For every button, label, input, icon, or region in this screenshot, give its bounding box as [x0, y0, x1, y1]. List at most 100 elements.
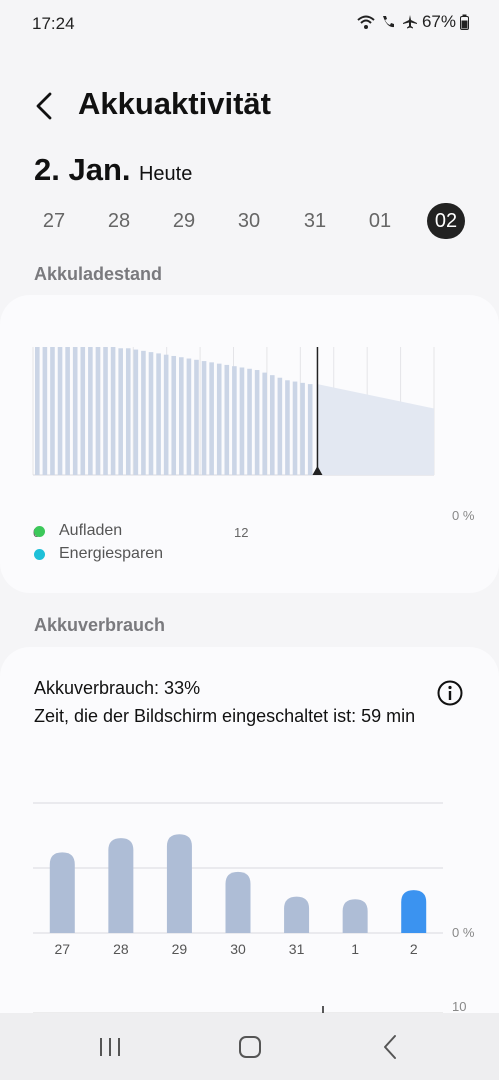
- legend-charging: Aufladen: [34, 522, 122, 540]
- level-bar: [141, 350, 146, 475]
- usage-x-label: 2: [410, 941, 418, 957]
- level-bar: [103, 347, 108, 475]
- level-bar: [216, 363, 222, 475]
- legend-dot: [34, 525, 45, 537]
- level-bar: [88, 347, 93, 475]
- legend-dot: [34, 548, 45, 560]
- battery-usage-card: [0, 647, 499, 1047]
- level-bar: [50, 347, 55, 475]
- level-bar: [179, 357, 184, 475]
- usage-x-label: 30: [230, 941, 246, 957]
- usage-x-label: 28: [113, 941, 129, 957]
- battery-percent: 67%: [421, 12, 456, 31]
- level-bar: [171, 355, 177, 475]
- day-item[interactable]: 28: [107, 210, 131, 232]
- page-title: Akkuaktivität: [78, 86, 271, 121]
- level-bar: [57, 347, 63, 475]
- level-bar: [156, 353, 161, 475]
- level-bar: [133, 349, 139, 475]
- usage-y-label: 0 %: [452, 925, 475, 940]
- status-time: 17:24: [32, 14, 75, 33]
- usage-percentage: Akkuverbrauch: 33%: [34, 678, 201, 698]
- day-item[interactable]: 29: [172, 210, 196, 232]
- back-nav-icon: [384, 1035, 396, 1059]
- level-bar: [307, 384, 313, 475]
- day-item-selected[interactable]: 02: [427, 203, 465, 239]
- level-bar: [262, 372, 267, 475]
- nav-back-button[interactable]: [370, 1031, 410, 1063]
- level-bar: [65, 347, 70, 475]
- level-bar: [285, 380, 290, 475]
- level-bar: [247, 368, 252, 475]
- level-bar: [201, 361, 207, 475]
- airplane-icon: [402, 15, 417, 29]
- battery-level-title: Akkuladestand: [34, 264, 163, 284]
- now-marker-arrow: [312, 466, 323, 475]
- level-bar: [118, 348, 123, 475]
- legend-label: Aufladen: [59, 522, 123, 539]
- recent-apps-icon: [100, 1038, 120, 1056]
- usage-bar: [108, 838, 134, 933]
- level-bar: [42, 347, 48, 475]
- chevron-left-icon: [36, 92, 52, 120]
- level-bar: [148, 352, 154, 475]
- legend-label: Energiesparen: [59, 545, 164, 562]
- back-button[interactable]: [28, 88, 60, 124]
- level-bar: [292, 381, 298, 475]
- level-bar: [269, 375, 275, 475]
- level-x-label-12: 12: [234, 525, 248, 540]
- usage-bar: [342, 899, 368, 933]
- recent-apps-button[interactable]: [90, 1031, 130, 1063]
- level-bar: [72, 347, 78, 475]
- wifi-icon: [357, 15, 375, 29]
- level-bar: [35, 347, 40, 475]
- day-item[interactable]: 01: [368, 210, 392, 232]
- level-bar: [95, 347, 101, 475]
- usage-x-label: 1: [351, 941, 359, 957]
- level-bar: [254, 370, 260, 475]
- screen-time: Zeit, die der Bildschirm eingeschaltet i…: [34, 706, 416, 726]
- system-nav-bar: [0, 1013, 499, 1080]
- level-bar: [80, 347, 86, 475]
- next-chart-label: 10: [452, 999, 466, 1014]
- usage-bar: [166, 834, 192, 933]
- app-header: Akkuaktivität: [0, 80, 499, 132]
- forecast-area: [317, 384, 434, 475]
- level-bar: [186, 358, 192, 475]
- level-bar: [232, 366, 237, 475]
- level-bar: [209, 362, 214, 475]
- home-button[interactable]: [230, 1031, 270, 1063]
- level-bar: [194, 359, 199, 475]
- usage-bar: [225, 871, 251, 933]
- status-icons: 67%: [356, 12, 469, 32]
- level-bar: [300, 382, 305, 475]
- day-item[interactable]: 31: [303, 210, 327, 232]
- day-item[interactable]: 30: [237, 210, 261, 232]
- battery-level-chart: 0 % 0 12: [32, 347, 475, 540]
- level-bar: [110, 347, 116, 475]
- legend-power-saving: Energiesparen: [34, 545, 163, 563]
- level-y-label: 0 %: [452, 508, 475, 523]
- day-selector: 27 28 29 30 31 01 02: [24, 203, 474, 241]
- status-bar: 17:24 67%: [0, 0, 499, 48]
- battery-usage-title: Akkuverbrauch: [34, 615, 166, 635]
- usage-x-label: 31: [289, 941, 305, 957]
- date-sub: Heute: [138, 163, 193, 185]
- battery-usage-chart: 27 28 29 30 31 1 2 0 %: [33, 802, 475, 957]
- battery-level-card: 0 % 0 12 Aufladen Energiesparen: [0, 295, 499, 593]
- level-bar: [239, 367, 245, 475]
- usage-bar: [284, 896, 310, 933]
- date-heading: 2. Jan. Heute: [34, 152, 192, 188]
- usage-x-label: 29: [172, 941, 188, 957]
- day-item[interactable]: 27: [42, 210, 66, 232]
- date-main: 2. Jan.: [34, 152, 131, 187]
- usage-x-label: 27: [54, 941, 70, 957]
- battery-icon: [460, 14, 469, 30]
- level-bar: [163, 354, 169, 475]
- level-bar: [277, 377, 283, 475]
- usage-bar: [401, 890, 427, 933]
- wifi-call-icon: [382, 16, 394, 28]
- info-icon[interactable]: [436, 679, 464, 707]
- usage-bar: [49, 852, 75, 933]
- level-bar: [125, 348, 131, 475]
